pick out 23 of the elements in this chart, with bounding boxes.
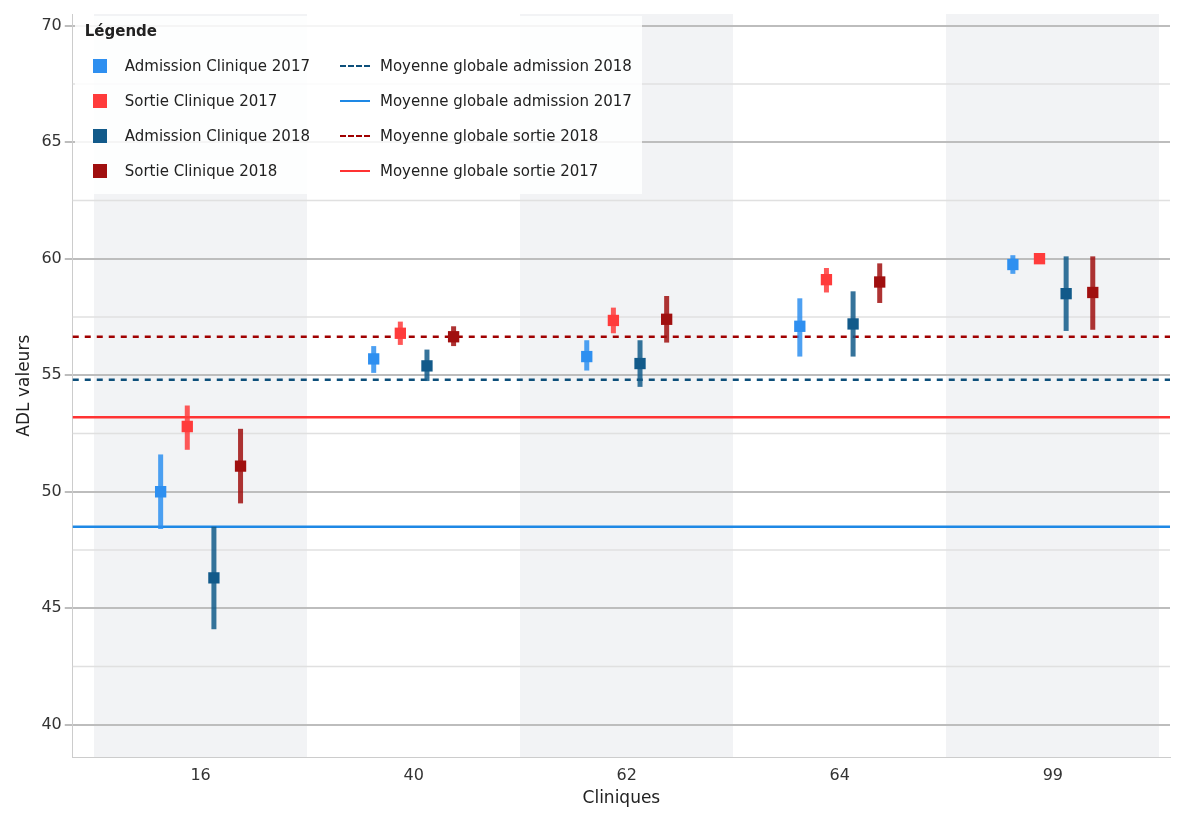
legend-label: Admission Clinique 2018 bbox=[124, 126, 310, 145]
y-tick-label: 70 bbox=[41, 14, 62, 34]
x-tick-label: 99 bbox=[1042, 765, 1063, 785]
legend-label: Admission Clinique 2017 bbox=[124, 56, 310, 75]
y-tick-label: 55 bbox=[41, 364, 62, 384]
legend-title: Légende bbox=[84, 22, 158, 40]
y-tick-label: 65 bbox=[41, 131, 62, 151]
y-tick-label: 60 bbox=[41, 247, 62, 267]
x-tick-label: 62 bbox=[616, 765, 637, 785]
y-tick-label: 50 bbox=[41, 480, 62, 500]
legend-label: Moyenne globale admission 2018 bbox=[379, 56, 632, 75]
legend-label: Sortie Clinique 2018 bbox=[124, 161, 278, 180]
y-tick-label: 40 bbox=[41, 713, 62, 733]
y-tick-label: 45 bbox=[41, 597, 62, 617]
x-tick-label: 40 bbox=[403, 765, 424, 785]
legend-label: Sortie Clinique 2017 bbox=[124, 91, 278, 110]
legend-label: Moyenne globale sortie 2018 bbox=[379, 126, 599, 145]
x-tick-label: 64 bbox=[829, 765, 850, 785]
x-tick-label: 16 bbox=[190, 765, 211, 785]
y-axis-title: ADL valeurs bbox=[12, 334, 33, 437]
legend-label: Moyenne globale admission 2017 bbox=[379, 91, 632, 110]
x-axis-title: Cliniques bbox=[582, 787, 661, 808]
legend-label: Moyenne globale sortie 2017 bbox=[379, 161, 599, 180]
